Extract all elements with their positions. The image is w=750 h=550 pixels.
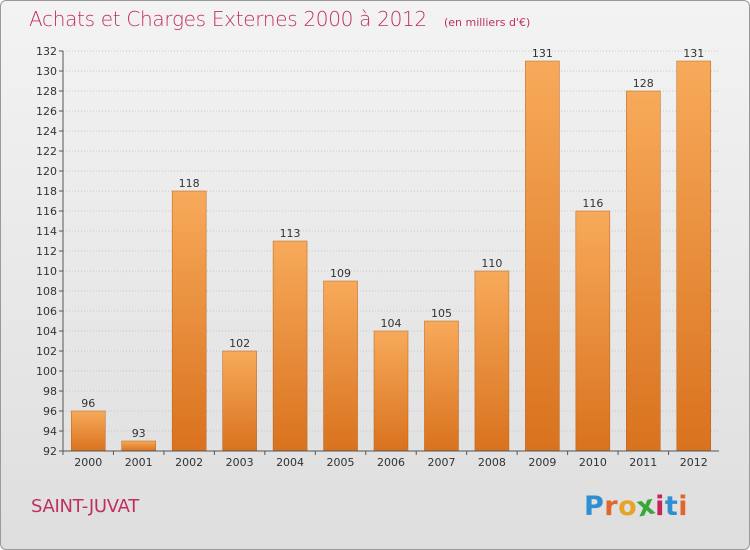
y-axis: 92 94 96 98 100 102 104 106 108 110 112 114 116 118 12…: [36, 45, 64, 458]
y-tick-label: 128: [36, 85, 57, 98]
x-tick-label: 2002: [175, 456, 203, 469]
x-tick-label: 2009: [528, 456, 556, 469]
bar-2005: [323, 280, 358, 452]
bar-value-label: 118: [179, 177, 200, 190]
y-tick-label: 120: [36, 165, 57, 178]
bar-2008: [474, 270, 510, 452]
y-tick-label: 132: [36, 45, 57, 58]
x-tick-label: 2008: [478, 456, 506, 469]
x-tick-label: 2000: [74, 456, 102, 469]
y-tick-label: 112: [36, 245, 57, 258]
bar-2011: [626, 90, 661, 452]
proxiti-logo: Proxiti: [584, 489, 689, 523]
x-tick-label: 2011: [629, 456, 657, 469]
bar-2000: [70, 410, 106, 452]
x-tick-label: 2010: [579, 456, 607, 469]
y-tick-label: 130: [36, 65, 57, 78]
y-tick-label: 110: [36, 265, 57, 278]
bar-2006: [373, 330, 409, 452]
x-tick-label: 2004: [276, 456, 304, 469]
bar-2009: [525, 60, 560, 452]
logo-letter: i: [678, 491, 689, 522]
town-name: SAINT-JUVAT: [31, 496, 139, 517]
y-tick-label: 96: [43, 405, 57, 418]
x-tick-label: 2005: [327, 456, 355, 469]
y-tick-label: 104: [36, 325, 57, 338]
x-tick-label: 2003: [226, 456, 254, 469]
bar-2004: [272, 240, 308, 452]
y-tick-label: 126: [36, 105, 57, 118]
logo-letter: o: [618, 491, 638, 522]
logo-letter: P: [584, 491, 605, 522]
y-tick-label: 94: [43, 425, 57, 438]
y-tick-label: 114: [36, 225, 57, 238]
bar-value-label: 104: [381, 317, 402, 330]
bar-2010: [575, 210, 611, 452]
chart-title: Achats et Charges Externes 2000 à 2012: [29, 7, 427, 31]
x-tick-label: 2001: [125, 456, 153, 469]
bars: 96 93 118 102 113 109 104 105 110 131 116 128 131: [70, 47, 712, 452]
y-tick-label: 118: [36, 185, 57, 198]
bar-value-label: 96: [81, 397, 95, 410]
x-tick-label: 2006: [377, 456, 405, 469]
title-block: Achats et Charges Externes 2000 à 2012 (…: [29, 7, 530, 31]
y-tick-label: 98: [43, 385, 57, 398]
bar-2001: [121, 440, 156, 452]
bar-value-label: 131: [683, 47, 704, 60]
y-tick-label: 124: [36, 125, 57, 138]
y-tick-label: 102: [36, 345, 57, 358]
bar-2003: [222, 350, 257, 452]
y-tick-label: 92: [43, 445, 57, 458]
y-tick-label: 106: [36, 305, 57, 318]
y-tick-label: 108: [36, 285, 57, 298]
bar-value-label: 105: [431, 307, 452, 320]
bar-value-label: 102: [229, 337, 250, 350]
y-tick-label: 116: [36, 205, 57, 218]
bar-2007: [424, 320, 459, 452]
x-tick-label: 2007: [427, 456, 455, 469]
x-tick-label: 2012: [680, 456, 708, 469]
y-tick-label: 100: [36, 365, 57, 378]
x-axis: 2000 2001 2002 2003 2004 2005 2006 2007 2008 2009…: [62, 450, 719, 469]
bar-value-label: 109: [330, 267, 351, 280]
bar-2012: [676, 60, 712, 452]
bar-value-label: 116: [582, 197, 603, 210]
bar-value-label: 131: [532, 47, 553, 60]
logo-letter: t: [664, 491, 679, 522]
y-tick-label: 122: [36, 145, 57, 158]
bar-2002: [171, 190, 207, 452]
bar-value-label: 113: [280, 227, 301, 240]
bar-value-label: 93: [132, 427, 146, 440]
logo-letter: r: [604, 491, 619, 522]
chart-unit: (en milliers d'€): [443, 16, 531, 29]
logo-letter: i: [655, 491, 665, 522]
bar-value-label: 110: [481, 257, 502, 270]
bar-value-label: 128: [633, 77, 654, 90]
